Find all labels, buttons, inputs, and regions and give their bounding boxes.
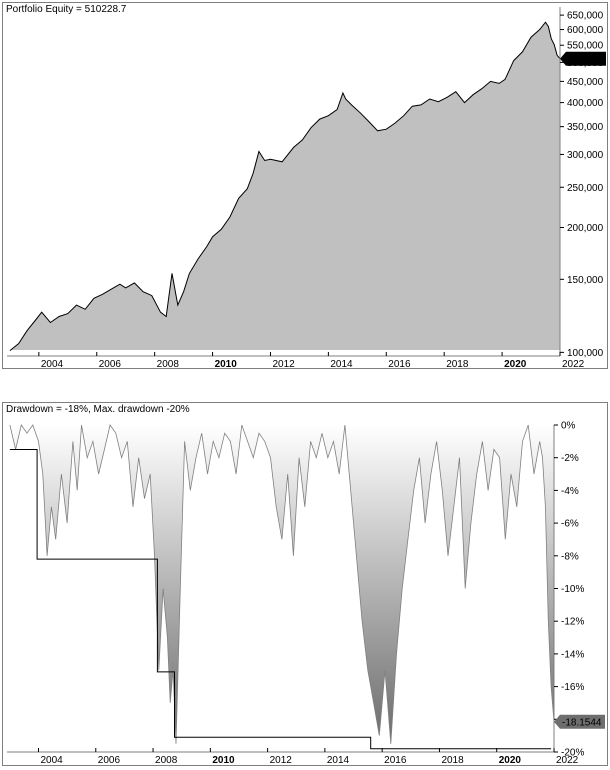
dd-y-tick-label: -10% xyxy=(561,584,584,595)
eq-y-tick-label: 650,000 xyxy=(567,11,604,22)
eq-x-tick-label: 2020 xyxy=(504,359,527,368)
dd-y-tick-label: -8% xyxy=(561,551,579,562)
dd-x-tick-label: 2006 xyxy=(98,755,121,765)
eq-y-tick-label: 350,000 xyxy=(567,122,604,133)
dd-x-tick-label: 2018 xyxy=(441,755,464,765)
drawdown-last-value-label: -18.1544 xyxy=(562,717,602,728)
dd-x-tick-label: 2012 xyxy=(270,755,293,765)
equity-last-value-marker: 510,229 xyxy=(560,51,606,66)
eq-y-tick-label: 300,000 xyxy=(567,150,604,161)
dd-y-tick-label: -14% xyxy=(561,649,584,660)
equity-chart: 100,000 150,000 200,000 250,000 300,000 350,0… xyxy=(7,7,606,368)
eq-x-tick-label: 2008 xyxy=(157,359,180,368)
eq-y-tick-label: 400,000 xyxy=(567,98,604,109)
dd-y-tick-label: 0% xyxy=(561,421,576,432)
eq-x-tick-label: 2014 xyxy=(330,359,353,368)
dd-x-tick-label: 2016 xyxy=(384,755,407,765)
drawdown-chart-panel: 0%-2%-4%-6%-8%-10%-12%-14%-16%-18%-20% 2… xyxy=(2,402,608,766)
eq-y-tick-label: 600,000 xyxy=(567,25,604,36)
eq-x-tick-label: 2010 xyxy=(215,359,238,368)
drawdown-last-value-marker: -18.1544 xyxy=(554,714,605,729)
eq-x-tick-label: 2018 xyxy=(446,359,469,368)
eq-x-tick-label: 2012 xyxy=(272,359,295,368)
equity-last-value-label: 510,229 xyxy=(568,54,605,65)
eq-x-tick-label: 2016 xyxy=(388,359,411,368)
equity-area xyxy=(9,22,560,351)
equity-chart-title: Portfolio Equity = 510228.7 xyxy=(6,4,127,15)
eq-y-tick-label: 200,000 xyxy=(567,223,604,234)
dd-x-tick-label: 2008 xyxy=(155,755,178,765)
eq-y-tick-label: 150,000 xyxy=(567,275,604,286)
dd-y-tick-label: -16% xyxy=(561,682,584,693)
dd-x-tick-label: 2004 xyxy=(41,755,64,765)
dd-y-tick-label: -12% xyxy=(561,617,584,628)
eq-x-tick-label: 2006 xyxy=(99,359,122,368)
eq-y-tick-label: 250,000 xyxy=(567,183,604,194)
dd-x-tick-label: 2010 xyxy=(212,755,235,765)
eq-y-tick-label: 550,000 xyxy=(567,41,604,52)
dd-y-tick-label: -4% xyxy=(561,486,579,497)
drawdown-area xyxy=(9,425,554,744)
eq-y-tick-label: 450,000 xyxy=(567,77,604,88)
drawdown-chart-title: Drawdown = -18%, Max. drawdown -20% xyxy=(6,404,190,415)
dd-y-tick-label: -6% xyxy=(561,519,579,530)
dd-x-tick-label: 2014 xyxy=(327,755,350,765)
dd-x-tick-label: 2020 xyxy=(499,755,522,765)
drawdown-chart: 0%-2%-4%-6%-8%-10%-12%-14%-16%-18%-20% 2… xyxy=(7,421,605,765)
dd-y-tick-label: -2% xyxy=(561,453,579,464)
dd-y-tick-label: -20% xyxy=(561,748,584,759)
equity-line xyxy=(9,21,561,351)
dd-x-tick-label: 2022 xyxy=(556,755,579,765)
drawdown-line xyxy=(9,424,555,744)
max-drawdown-line xyxy=(9,449,552,750)
eq-x-tick-label: 2022 xyxy=(562,359,585,368)
eq-x-tick-label: 2004 xyxy=(41,359,64,368)
eq-y-tick-label: 100,000 xyxy=(567,348,604,359)
equity-chart-panel: 100,000 150,000 200,000 250,000 300,000 350,0… xyxy=(2,2,608,369)
